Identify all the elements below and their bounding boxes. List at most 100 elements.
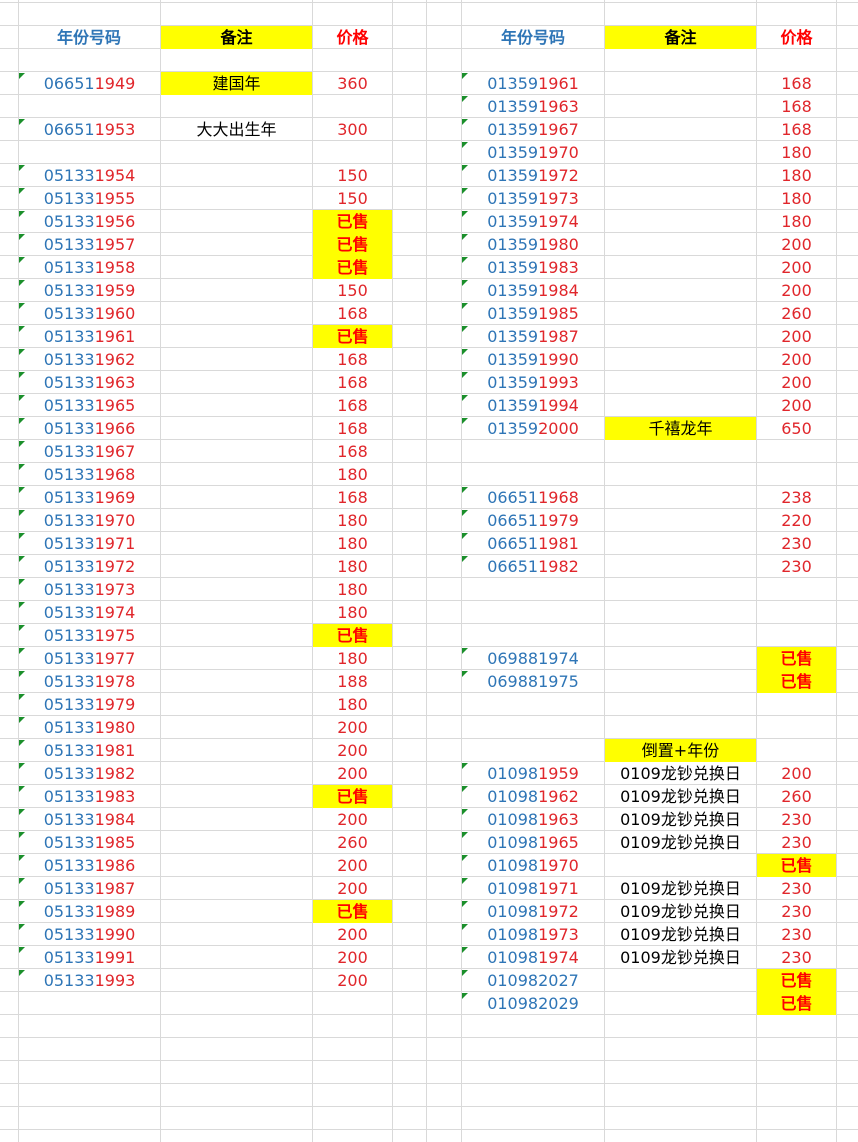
price-cell[interactable]: 168: [337, 373, 368, 392]
price-cell[interactable]: 168: [337, 350, 368, 369]
note-cell[interactable]: 倒置+年份: [605, 739, 756, 762]
serial-number-cell[interactable]: 013591990: [462, 348, 604, 371]
price-cell[interactable]: 200: [337, 948, 368, 967]
note-cell[interactable]: 0109龙钞兑换日: [620, 879, 741, 898]
serial-number-cell[interactable]: 013591985: [462, 302, 604, 325]
price-cell[interactable]: 180: [781, 189, 812, 208]
price-cell[interactable]: 168: [781, 74, 812, 93]
price-cell[interactable]: 200: [781, 327, 812, 346]
serial-number-cell[interactable]: 066511968: [462, 486, 604, 509]
serial-number-cell[interactable]: 051331985: [19, 831, 160, 854]
serial-number-cell[interactable]: 010981974: [462, 946, 604, 969]
serial-number-cell[interactable]: 010981972: [462, 900, 604, 923]
serial-number-cell[interactable]: 051331959: [19, 279, 160, 302]
sold-badge[interactable]: 已售: [313, 785, 392, 808]
note-cell[interactable]: 0109龙钞兑换日: [620, 925, 741, 944]
serial-number-cell[interactable]: 010981970: [462, 854, 604, 877]
note-cell[interactable]: 0109龙钞兑换日: [620, 787, 741, 806]
serial-number-cell[interactable]: 051331962: [19, 348, 160, 371]
sold-badge[interactable]: 已售: [757, 854, 836, 877]
serial-number-cell[interactable]: 051331966: [19, 417, 160, 440]
serial-number-cell[interactable]: 051331971: [19, 532, 160, 555]
price-cell[interactable]: 168: [337, 396, 368, 415]
note-cell[interactable]: 0109龙钞兑换日: [620, 764, 741, 783]
serial-number-cell[interactable]: 013591972: [462, 164, 604, 187]
serial-number-cell[interactable]: 051331974: [19, 601, 160, 624]
serial-number-cell[interactable]: 051331983: [19, 785, 160, 808]
price-cell[interactable]: 200: [781, 350, 812, 369]
price-cell[interactable]: 180: [337, 603, 368, 622]
serial-number-cell[interactable]: 066511982: [462, 555, 604, 578]
price-cell[interactable]: 168: [337, 442, 368, 461]
price-cell[interactable]: 168: [337, 419, 368, 438]
sold-badge[interactable]: 已售: [313, 210, 392, 233]
price-cell[interactable]: 230: [781, 925, 812, 944]
serial-number-cell[interactable]: 051331980: [19, 716, 160, 739]
serial-number-cell[interactable]: 051331969: [19, 486, 160, 509]
serial-number-cell[interactable]: 010981963: [462, 808, 604, 831]
serial-number-cell[interactable]: 013591994: [462, 394, 604, 417]
left-note-header[interactable]: 备注: [161, 26, 312, 49]
serial-number-cell[interactable]: 010982027: [462, 969, 604, 992]
price-cell[interactable]: 200: [781, 235, 812, 254]
price-cell[interactable]: 200: [337, 971, 368, 990]
serial-number-cell[interactable]: 013591970: [462, 141, 604, 164]
price-cell[interactable]: 200: [337, 925, 368, 944]
price-cell[interactable]: 220: [781, 511, 812, 530]
sold-badge[interactable]: 已售: [313, 900, 392, 923]
right-note-header[interactable]: 备注: [605, 26, 756, 49]
serial-number-cell[interactable]: 051331986: [19, 854, 160, 877]
sold-badge[interactable]: 已售: [313, 624, 392, 647]
serial-number-cell[interactable]: 013591987: [462, 325, 604, 348]
serial-number-cell[interactable]: 051331955: [19, 187, 160, 210]
serial-number-cell[interactable]: 013591980: [462, 233, 604, 256]
left-price-header[interactable]: 价格: [336, 28, 369, 47]
price-cell[interactable]: 180: [781, 143, 812, 162]
serial-number-cell[interactable]: 051331977: [19, 647, 160, 670]
serial-number-cell[interactable]: 051331965: [19, 394, 160, 417]
price-cell[interactable]: 188: [337, 672, 368, 691]
serial-number-cell[interactable]: 010982029: [462, 992, 604, 1015]
serial-number-cell[interactable]: 051331982: [19, 762, 160, 785]
price-cell[interactable]: 200: [337, 764, 368, 783]
price-cell[interactable]: 260: [337, 833, 368, 852]
right-price-header[interactable]: 价格: [780, 28, 813, 47]
price-cell[interactable]: 200: [781, 281, 812, 300]
serial-number-cell[interactable]: 051331961: [19, 325, 160, 348]
serial-number-cell[interactable]: 013591967: [462, 118, 604, 141]
price-cell[interactable]: 180: [337, 511, 368, 530]
price-cell[interactable]: 180: [337, 580, 368, 599]
price-cell[interactable]: 230: [781, 810, 812, 829]
serial-number-cell[interactable]: 013591974: [462, 210, 604, 233]
price-cell[interactable]: 200: [781, 373, 812, 392]
price-cell[interactable]: 180: [781, 166, 812, 185]
note-cell[interactable]: 0109龙钞兑换日: [620, 833, 741, 852]
price-cell[interactable]: 230: [781, 948, 812, 967]
serial-number-cell[interactable]: 010981965: [462, 831, 604, 854]
sold-badge[interactable]: 已售: [757, 647, 836, 670]
sold-badge[interactable]: 已售: [313, 256, 392, 279]
serial-number-cell[interactable]: 051331987: [19, 877, 160, 900]
price-cell[interactable]: 230: [781, 557, 812, 576]
price-cell[interactable]: 200: [337, 718, 368, 737]
right-number-header[interactable]: 年份号码: [500, 28, 565, 47]
serial-number-cell[interactable]: 051331973: [19, 578, 160, 601]
price-cell[interactable]: 168: [781, 120, 812, 139]
price-cell[interactable]: 180: [781, 212, 812, 231]
serial-number-cell[interactable]: 013591961: [462, 72, 604, 95]
serial-number-cell[interactable]: 051331958: [19, 256, 160, 279]
serial-number-cell[interactable]: 066511979: [462, 509, 604, 532]
serial-number-cell[interactable]: 010981962: [462, 785, 604, 808]
price-cell[interactable]: 168: [337, 488, 368, 507]
price-cell[interactable]: 180: [337, 534, 368, 553]
sold-badge[interactable]: 已售: [757, 670, 836, 693]
serial-number-cell[interactable]: 051331970: [19, 509, 160, 532]
serial-number-cell[interactable]: 051331984: [19, 808, 160, 831]
serial-number-cell[interactable]: 051331963: [19, 371, 160, 394]
serial-number-cell[interactable]: 051331960: [19, 302, 160, 325]
price-cell[interactable]: 230: [781, 902, 812, 921]
serial-number-cell[interactable]: 051331954: [19, 164, 160, 187]
price-cell[interactable]: 200: [781, 258, 812, 277]
note-cell[interactable]: 0109龙钞兑换日: [620, 948, 741, 967]
price-cell[interactable]: 180: [337, 649, 368, 668]
